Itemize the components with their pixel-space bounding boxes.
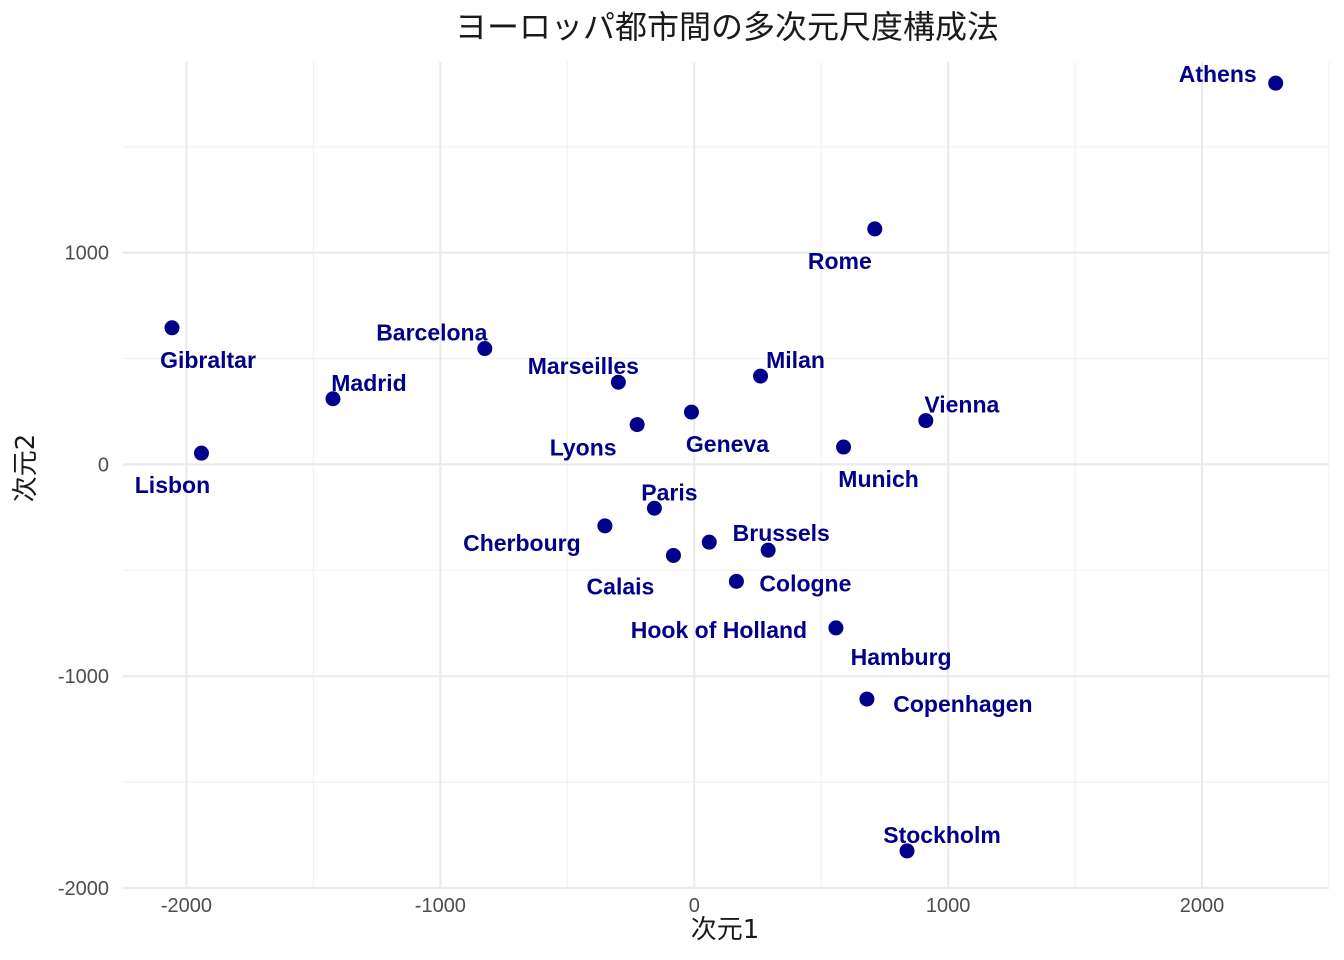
point-marker bbox=[899, 843, 915, 859]
point-label: Cherbourg bbox=[463, 530, 581, 556]
x-axis-title: 次元1 bbox=[691, 915, 760, 945]
point-label: Lisbon bbox=[135, 472, 210, 498]
y-tick-label: 1000 bbox=[65, 243, 110, 265]
point-marker bbox=[610, 374, 626, 390]
point-label: Hook of Holland bbox=[631, 617, 807, 643]
point-marker bbox=[836, 439, 852, 455]
point-marker bbox=[760, 542, 776, 558]
y-tick-label: -1000 bbox=[58, 666, 109, 688]
point-label: Barcelona bbox=[376, 320, 487, 346]
point-label: Calais bbox=[587, 573, 655, 599]
point-label: Brussels bbox=[733, 520, 830, 546]
point-marker bbox=[597, 518, 613, 534]
point-label: Milan bbox=[766, 347, 825, 373]
x-tick-label: -1000 bbox=[415, 895, 466, 917]
point-marker bbox=[1268, 75, 1284, 91]
point-marker bbox=[918, 413, 934, 429]
x-tick-label: 1000 bbox=[926, 895, 971, 917]
point-label: Rome bbox=[808, 248, 872, 274]
point-label: Hamburg bbox=[851, 644, 952, 670]
point-marker bbox=[665, 547, 681, 563]
point-label: Marseilles bbox=[528, 353, 639, 379]
grid-lines bbox=[123, 62, 1330, 890]
point-marker bbox=[164, 320, 180, 336]
y-tick-label: -2000 bbox=[58, 878, 109, 900]
point-marker bbox=[828, 620, 844, 636]
x-tick-label: 2000 bbox=[1180, 895, 1225, 917]
chart-title: ヨーロッパ都市間の多次元尺度構成法 bbox=[455, 8, 999, 46]
point-label: Stockholm bbox=[883, 822, 1001, 848]
data-points bbox=[164, 75, 1284, 859]
point-label: Vienna bbox=[924, 392, 999, 418]
point-marker bbox=[629, 417, 645, 433]
y-tick-label: 0 bbox=[98, 454, 109, 476]
point-marker bbox=[477, 341, 493, 357]
point-marker bbox=[728, 573, 744, 589]
point-label: Copenhagen bbox=[893, 691, 1032, 717]
x-tick-label: -2000 bbox=[161, 895, 212, 917]
point-marker bbox=[701, 534, 717, 550]
point-marker bbox=[683, 404, 699, 420]
point-marker bbox=[325, 391, 341, 407]
tick-labels: -2000 -1000 0 1000 2000 -2000 -1000 0 1000 bbox=[58, 243, 1224, 917]
point-label: Munich bbox=[838, 466, 919, 492]
point-label: Cologne bbox=[759, 570, 851, 596]
point-label: Gibraltar bbox=[160, 347, 256, 373]
point-label: Madrid bbox=[331, 370, 406, 396]
point-marker bbox=[753, 368, 769, 384]
point-label: Lyons bbox=[550, 435, 617, 461]
point-marker bbox=[646, 500, 662, 516]
point-marker bbox=[867, 221, 883, 237]
point-label: Athens bbox=[1179, 61, 1257, 87]
y-axis-title: 次元2 bbox=[11, 434, 41, 503]
point-marker bbox=[193, 445, 209, 461]
x-tick-label: 0 bbox=[689, 895, 700, 917]
point-label: Paris bbox=[641, 479, 697, 505]
point-marker bbox=[859, 691, 875, 707]
point-label: Geneva bbox=[686, 431, 769, 457]
